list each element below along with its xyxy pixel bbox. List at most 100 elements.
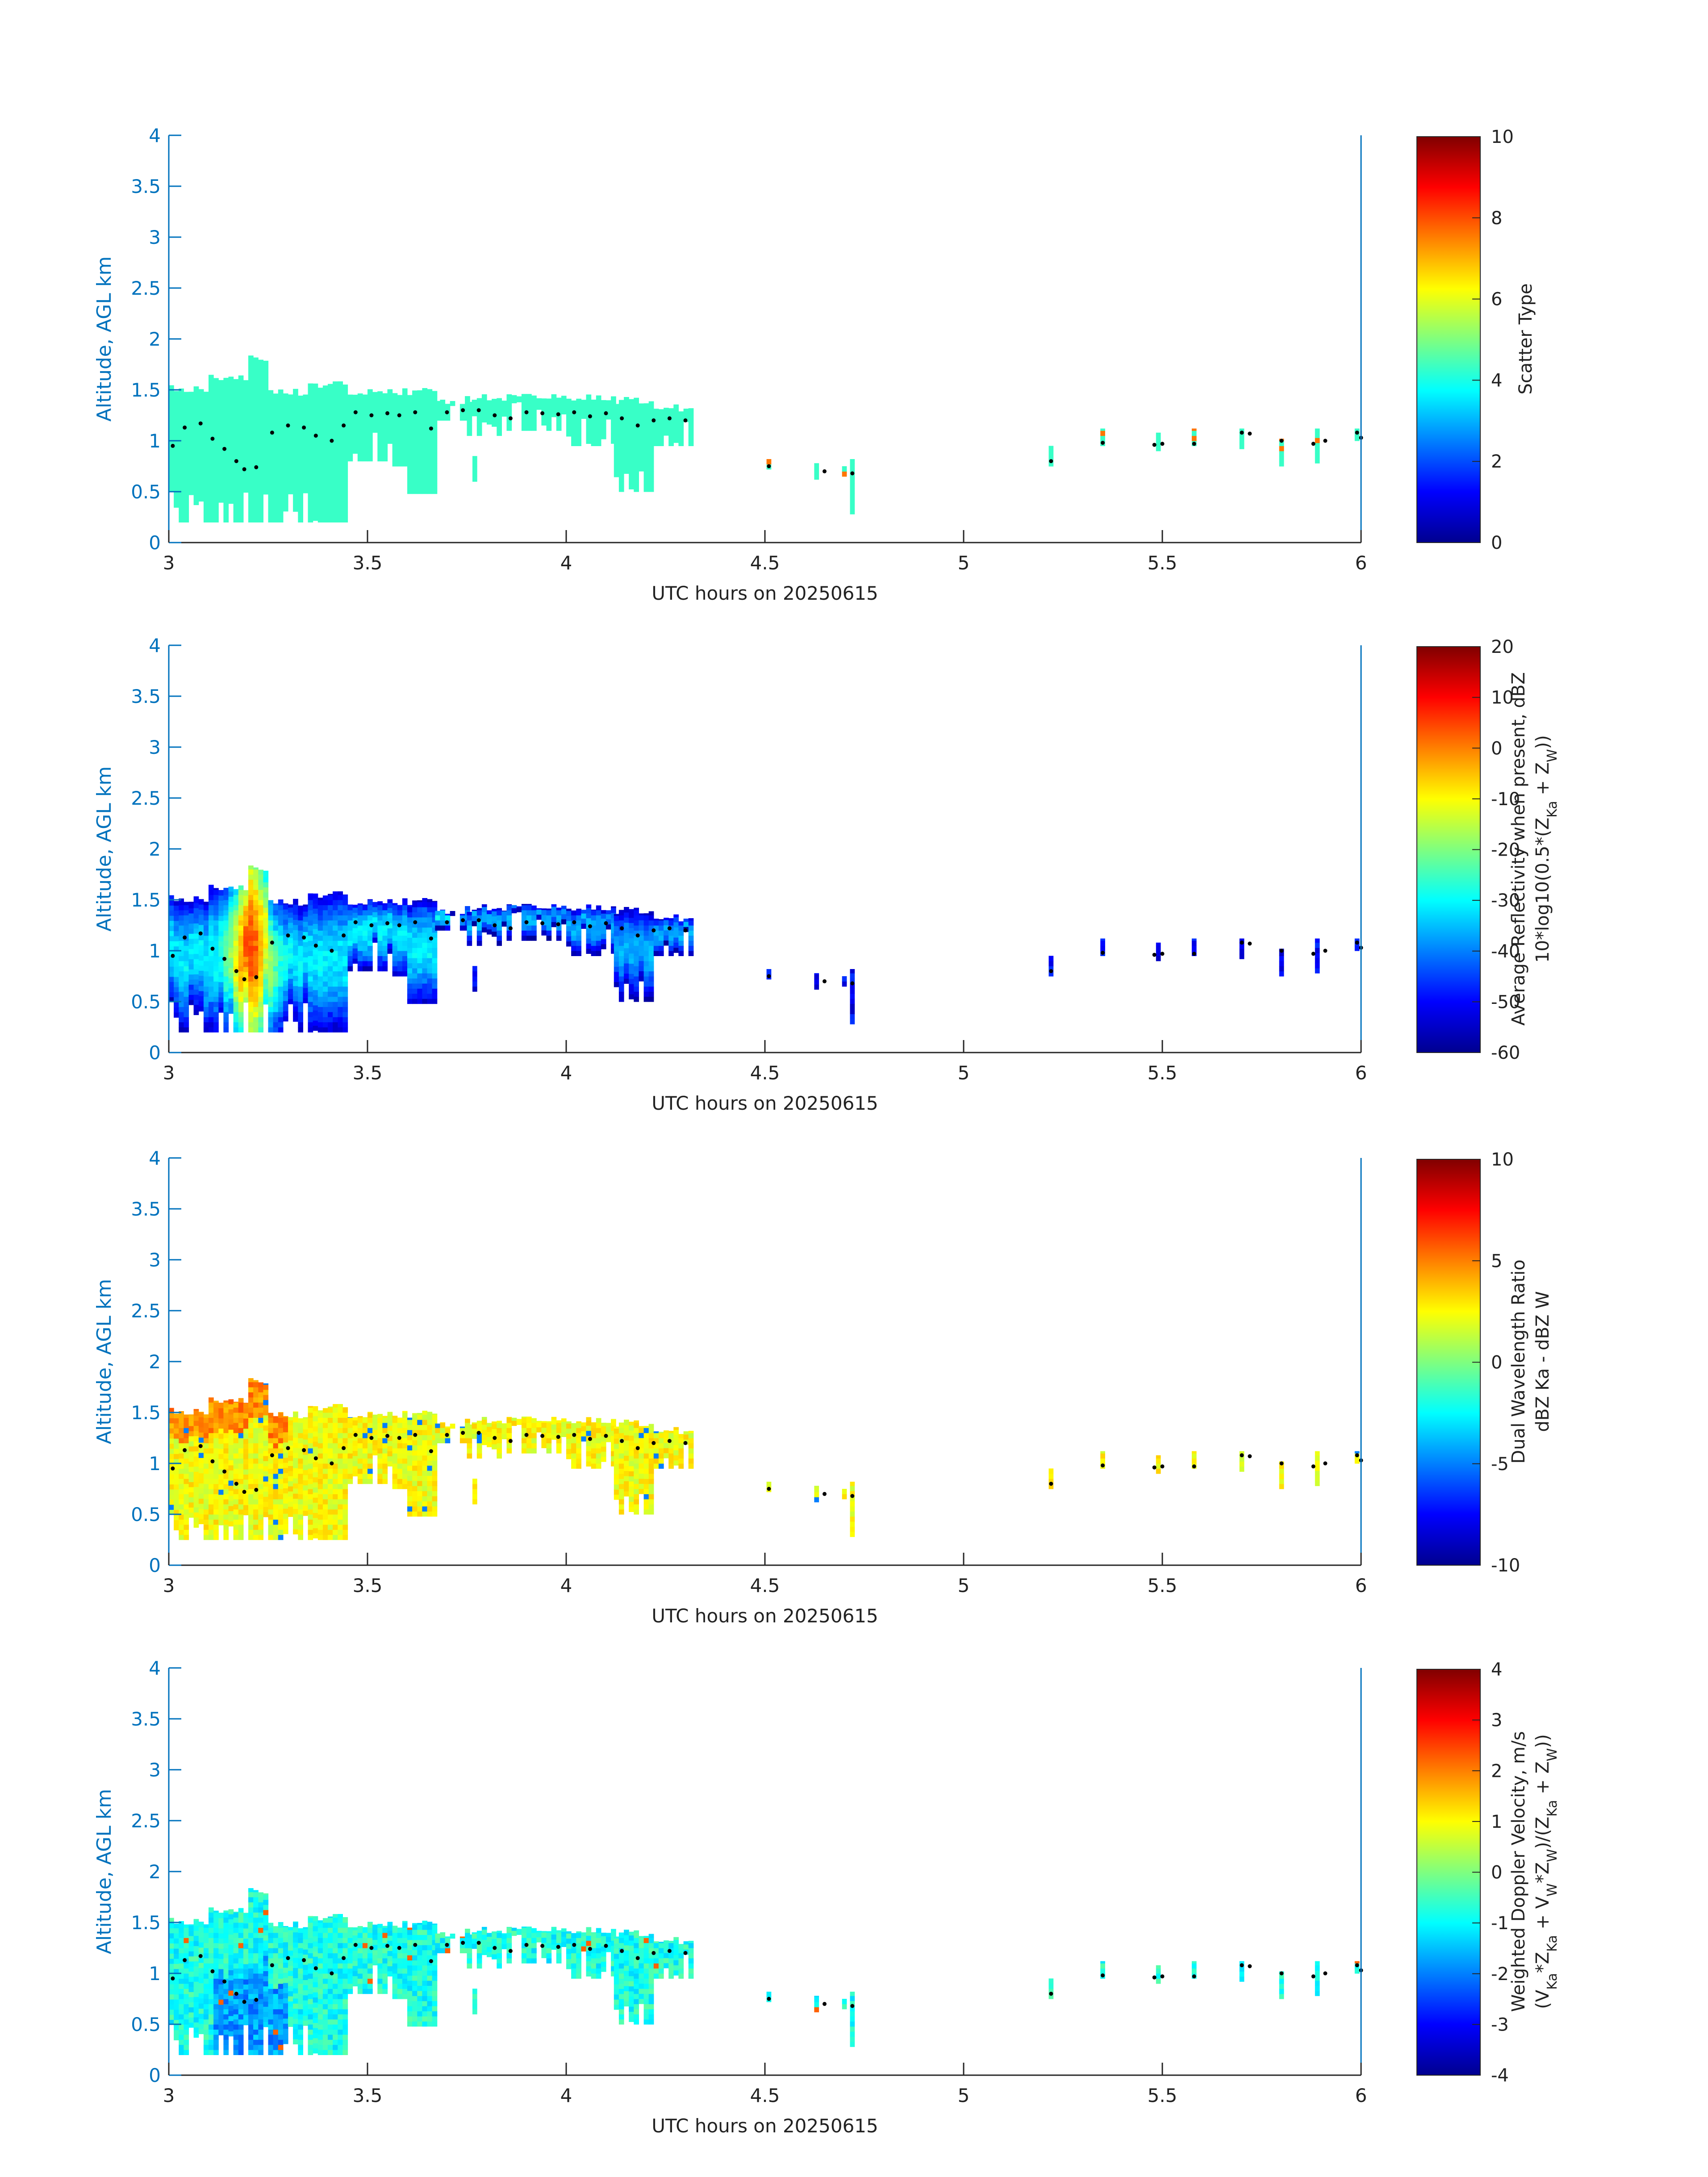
heatmap-cell	[481, 1440, 487, 1446]
heatmap-cell	[432, 907, 438, 912]
heatmap-cell	[298, 981, 303, 987]
heatmap-cell	[298, 492, 303, 497]
heatmap-cell	[223, 1473, 229, 1479]
heatmap-cell	[268, 1017, 274, 1023]
heatmap-cell	[248, 441, 254, 446]
heatmap-cell	[283, 1524, 288, 1529]
heatmap-cell	[683, 409, 689, 412]
heatmap-cell	[223, 1509, 229, 1515]
heatmap-cell	[243, 482, 249, 488]
heatmap-cell	[228, 391, 234, 397]
heatmap-cell	[238, 981, 244, 987]
cloud-base-dot	[651, 418, 656, 422]
heatmap-cell	[253, 879, 259, 885]
heatmap-cell	[342, 971, 348, 977]
heatmap-cell	[367, 1412, 373, 1418]
heatmap-cell	[298, 461, 303, 467]
heatmap-cell	[467, 1448, 472, 1454]
heatmap-cell	[624, 453, 629, 459]
heatmap-cell	[238, 1438, 244, 1443]
heatmap-cell	[338, 1002, 343, 1007]
heatmap-cell	[629, 948, 634, 954]
heatmap-cell	[673, 412, 679, 418]
heatmap-cell	[273, 501, 279, 507]
heatmap-cell	[238, 1489, 244, 1494]
heatmap-cell	[417, 1480, 422, 1486]
cloud-base-dot	[588, 414, 592, 418]
heatmap-cell	[338, 930, 343, 936]
heatmap-cell	[407, 917, 413, 923]
heatmap-cell	[228, 1399, 234, 1404]
heatmap-cell	[614, 451, 619, 457]
heatmap-cell	[614, 915, 619, 921]
heatmap-cell	[317, 976, 323, 982]
colorbar-tick-label: -20	[1491, 840, 1520, 861]
heatmap-cell	[188, 1476, 194, 1482]
heatmap-cell	[243, 1413, 249, 1419]
heatmap-cell	[497, 425, 502, 431]
heatmap-cell	[531, 935, 537, 941]
heatmap-cell	[629, 933, 634, 939]
heatmap-cell	[278, 1504, 284, 1510]
heatmap-cell	[308, 961, 313, 966]
heatmap-cell	[203, 1509, 209, 1515]
heatmap-cell	[253, 890, 259, 895]
heatmap-cell	[333, 1509, 338, 1515]
heatmap-cell	[322, 425, 328, 431]
heatmap-cell	[432, 1413, 438, 1415]
heatmap-cell	[422, 489, 428, 494]
heatmap-cell	[506, 394, 512, 395]
heatmap-cell	[402, 898, 408, 900]
heatmap-cell	[362, 935, 368, 941]
heatmap-cell	[342, 1022, 348, 1028]
heatmap-cell	[238, 961, 244, 966]
heatmap-cells	[169, 355, 1360, 522]
heatmap-cell	[357, 956, 363, 961]
heatmap-cell	[209, 940, 214, 946]
heatmap-cell	[243, 961, 249, 967]
heatmap-cell	[328, 920, 333, 926]
heatmap-cell	[298, 1433, 303, 1438]
heatmap-cell	[203, 507, 209, 513]
heatmap-cell	[253, 951, 259, 956]
heatmap-cell	[193, 974, 199, 980]
heatmap-cell	[317, 910, 323, 915]
heatmap-cell	[298, 441, 303, 446]
heatmap-cell	[387, 1420, 393, 1426]
heatmap-cell	[203, 1007, 209, 1012]
heatmap-cell	[422, 392, 428, 397]
heatmap-cell	[258, 1022, 263, 1028]
heatmap-cell	[317, 951, 323, 956]
heatmap-cell	[402, 966, 408, 972]
heatmap-cell	[601, 939, 606, 944]
heatmap-cell	[203, 1022, 209, 1028]
heatmap-cell	[313, 1467, 318, 1472]
heatmap-cell	[188, 1497, 194, 1503]
heatmap-cell	[193, 1436, 199, 1442]
heatmap-cell	[362, 925, 368, 931]
heatmap-cell	[377, 956, 383, 961]
heatmap-cell	[357, 1428, 363, 1433]
heatmap-cell	[417, 458, 422, 464]
heatmap-cell	[263, 978, 269, 984]
heatmap-cell	[377, 1458, 383, 1464]
heatmap-cell	[648, 461, 654, 467]
heatmap-cell	[596, 930, 601, 936]
heatmap-cell	[293, 970, 298, 976]
heatmap-cell	[198, 1006, 204, 1012]
heatmap-cell	[501, 1424, 507, 1429]
heatmap-cell	[209, 920, 214, 926]
heatmap-cell	[427, 1425, 433, 1430]
heatmap-cell	[223, 486, 229, 492]
heatmap-cell	[338, 1404, 343, 1408]
heatmap-cell	[481, 1419, 487, 1425]
heatmap-cell	[278, 940, 284, 946]
heatmap-cell	[382, 930, 388, 936]
heatmap-cell	[209, 1433, 214, 1438]
heatmap-cell	[556, 400, 562, 405]
heatmap-cell	[268, 951, 274, 956]
heatmap-cell	[303, 1449, 309, 1455]
heatmap-cell	[198, 1503, 204, 1509]
heatmap-cell	[417, 973, 422, 979]
heatmap-cell	[228, 458, 234, 463]
